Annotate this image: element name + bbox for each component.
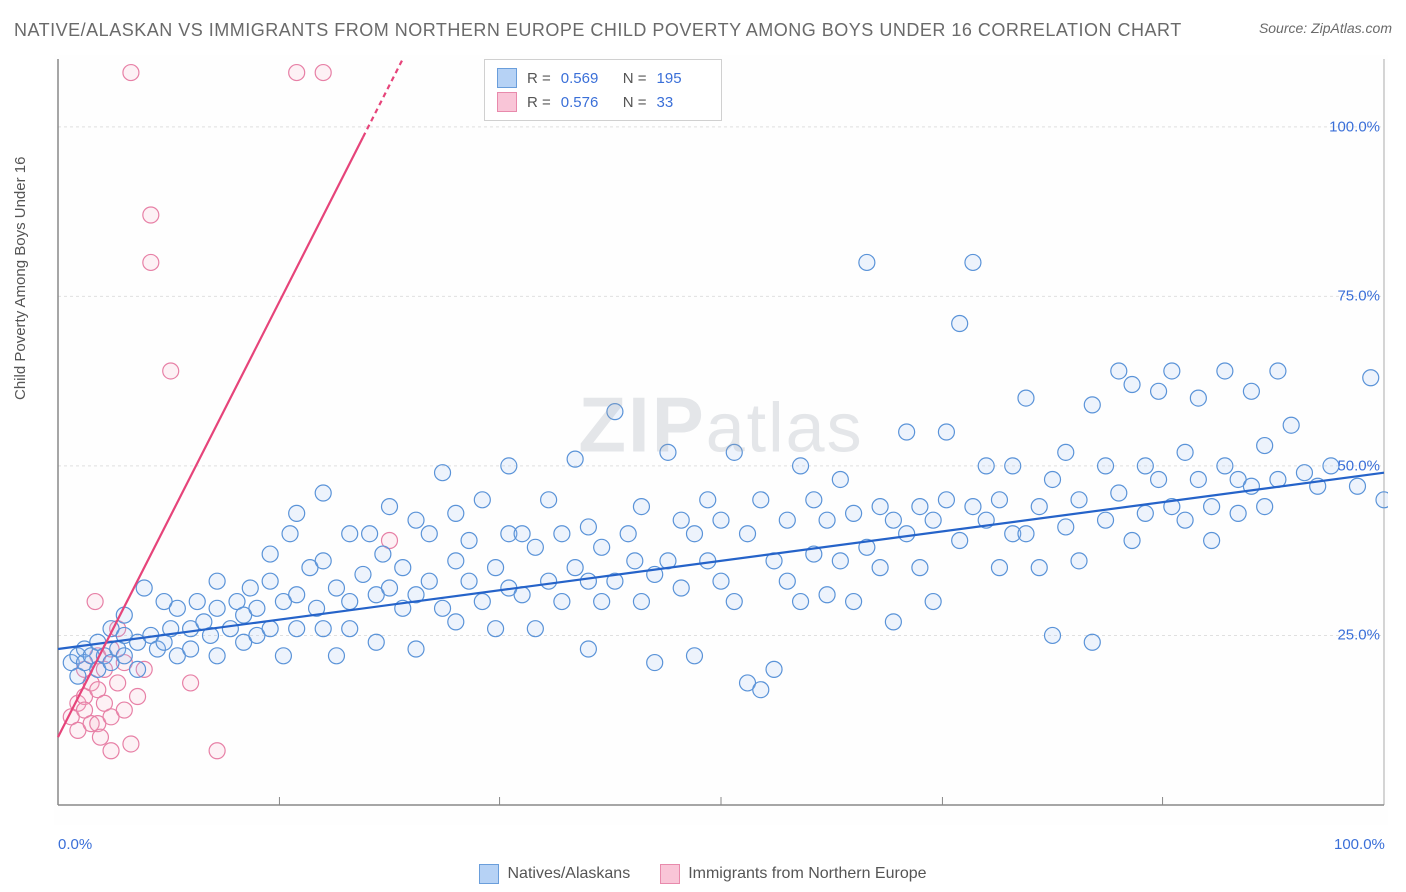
n-label: N = (623, 70, 647, 87)
header: NATIVE/ALASKAN VS IMMIGRANTS FROM NORTHE… (14, 20, 1392, 41)
y-tick-label: 100.0% (1329, 118, 1380, 135)
legend-item-natives: Natives/Alaskans (479, 864, 630, 884)
legend-stat-row: R = 0.569 N = 195 (497, 66, 709, 90)
n-value: 195 (657, 70, 709, 87)
legend-label: Natives/Alaskans (507, 865, 630, 883)
n-value: 33 (657, 94, 709, 111)
y-tick-label: 50.0% (1337, 457, 1380, 474)
legend-swatch-blue (479, 864, 499, 884)
source-label: Source: ZipAtlas.com (1259, 20, 1392, 36)
r-value: 0.569 (561, 70, 613, 87)
y-tick-label: 75.0% (1337, 288, 1380, 305)
legend-swatch-icon (497, 92, 517, 112)
r-label: R = (527, 94, 551, 111)
legend-swatch-icon (497, 68, 517, 88)
scatter-plot (54, 55, 1388, 825)
correlation-legend: R = 0.569 N = 195 R = 0.576 N = 33 (484, 59, 722, 121)
y-tick-label: 25.0% (1337, 627, 1380, 644)
legend-label: Immigrants from Northern Europe (688, 865, 926, 883)
y-axis-label: Child Poverty Among Boys Under 16 (12, 157, 29, 400)
x-tick-label: 0.0% (58, 836, 92, 853)
chart-area: ZIPatlas R =0.569N =195R =0.576N =33 25.… (54, 55, 1388, 825)
chart-title: NATIVE/ALASKAN VS IMMIGRANTS FROM NORTHE… (14, 20, 1182, 41)
legend-item-immigrants: Immigrants from Northern Europe (660, 864, 926, 884)
r-value: 0.576 (561, 94, 613, 111)
series-legend: Natives/Alaskans Immigrants from Norther… (0, 864, 1406, 884)
legend-swatch-pink (660, 864, 680, 884)
n-label: N = (623, 94, 647, 111)
x-tick-label: 100.0% (1334, 836, 1385, 853)
r-label: R = (527, 70, 551, 87)
legend-stat-row: R = 0.576 N = 33 (497, 90, 709, 114)
